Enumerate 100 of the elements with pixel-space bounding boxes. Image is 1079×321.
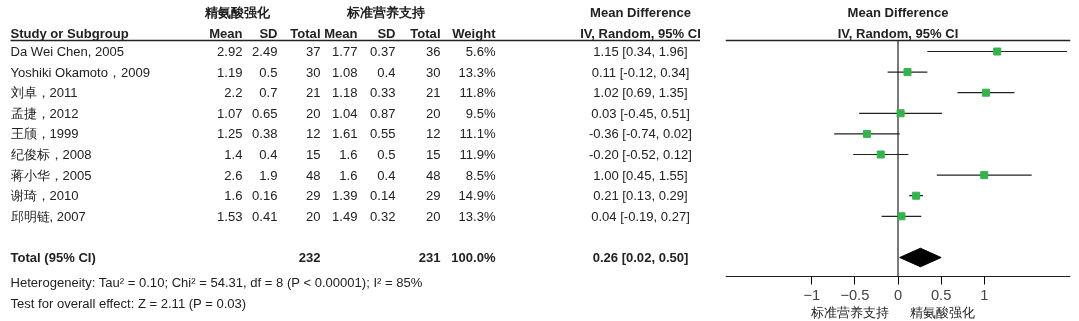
text: 20 xyxy=(425,105,441,121)
text: Test for overall effect: Z = 2.11 (P = 0.03) xyxy=(10,296,247,311)
category-label: Yoshiki Okamoto，2009 xyxy=(10,64,150,80)
text: 21 xyxy=(425,85,441,101)
text: 13.3% xyxy=(458,208,496,224)
text: 0.26 [0.02, 0.50] xyxy=(592,250,689,265)
text: 11.1% xyxy=(459,126,496,142)
text: 0.38 xyxy=(252,126,278,142)
text: 232 xyxy=(298,250,321,265)
text: Heterogeneity: Tau² = 0.10; Chi² = 54.31, df = 8 (P < 0.00001); I² = 85% xyxy=(10,275,423,290)
text: 1.6 xyxy=(339,147,358,162)
text: 0.7 xyxy=(259,85,278,101)
category-label: Total (95% CI) xyxy=(10,250,96,265)
text: 2.2 xyxy=(224,85,243,101)
text: 12 xyxy=(425,126,441,142)
text: 20 xyxy=(305,208,321,224)
text: 1.19 xyxy=(217,64,243,80)
x-tick-label: −0.5 xyxy=(840,286,870,303)
text: 1.6 xyxy=(339,167,358,183)
text: 2.6 xyxy=(224,167,243,183)
text: 精氨酸强化 xyxy=(204,5,271,20)
text: 13.3% xyxy=(458,64,496,80)
text: 1.61 xyxy=(332,126,358,142)
text: 30 xyxy=(425,64,441,80)
category-label: 谢琦，2010 xyxy=(10,188,79,204)
text: 0.87 xyxy=(370,105,396,121)
text: 1.53 xyxy=(217,208,243,224)
category-label: Da Wei Chen, 2005 xyxy=(10,44,125,59)
text: 29 xyxy=(305,188,321,204)
text: 精氨酸强化 xyxy=(910,305,976,320)
text: 48 xyxy=(305,167,321,183)
text: 1.77 xyxy=(332,44,358,59)
point xyxy=(862,129,871,138)
text: 0.03 [-0.45, 0.51] xyxy=(591,105,690,121)
text: 0.4 xyxy=(377,167,396,183)
category-label: IV, Random, 95% CI xyxy=(580,26,701,41)
text: 2.49 xyxy=(252,44,278,59)
category-label: 孟捷，2012 xyxy=(10,105,79,121)
point xyxy=(981,88,990,97)
text: 11.8% xyxy=(459,85,496,101)
category-label: 蒋小华，2005 xyxy=(10,167,92,183)
text: 2.92 xyxy=(217,44,243,59)
text: 0.55 xyxy=(370,126,396,142)
x-tick-label: 0.5 xyxy=(930,286,952,303)
text: 0.41 xyxy=(252,208,278,224)
text: 0.4 xyxy=(259,147,278,162)
text: 29 xyxy=(425,188,441,204)
text: 15 xyxy=(305,147,321,162)
text: -0.36 [-0.74, 0.02] xyxy=(589,126,692,142)
text: 0.37 xyxy=(370,44,396,59)
text: 1.49 xyxy=(332,208,358,224)
text: 231 xyxy=(418,250,441,265)
point xyxy=(903,68,912,77)
text: 12 xyxy=(305,126,321,142)
text: 1.4 xyxy=(224,147,243,162)
text: Mean Difference xyxy=(590,5,691,20)
text: 1.04 xyxy=(332,105,358,121)
text: 1.9 xyxy=(259,167,278,183)
text: 30 xyxy=(305,64,321,80)
text: 1.15 [0.34, 1.96] xyxy=(593,44,688,59)
text: 1.39 xyxy=(332,188,358,204)
point xyxy=(876,150,885,159)
x-tick-label: 1 xyxy=(980,286,989,303)
text: 48 xyxy=(425,167,441,183)
point xyxy=(912,191,921,200)
category-label: 刘卓，2011 xyxy=(10,85,78,101)
text: 0.21 [0.13, 0.29] xyxy=(593,188,688,204)
x-tick-label: 0 xyxy=(893,286,903,303)
text: 9.5% xyxy=(465,105,496,121)
text: 1.18 xyxy=(332,85,358,101)
text: 1.00 [0.45, 1.55] xyxy=(593,167,688,183)
x-tick-label: −1 xyxy=(803,286,821,303)
text: 37 xyxy=(305,44,321,59)
text: 36 xyxy=(425,44,441,59)
category-label: 邱明链, 2007 xyxy=(10,208,86,224)
point xyxy=(896,109,905,118)
text: 0.4 xyxy=(377,64,396,80)
text: 标准营养支持 xyxy=(809,305,889,320)
text: 8.5% xyxy=(465,167,496,183)
text: 0.65 xyxy=(252,105,278,121)
text: 1.08 xyxy=(332,64,358,80)
text: 14.9% xyxy=(458,188,496,204)
text: 0.32 xyxy=(370,208,396,224)
text: 1.25 xyxy=(217,126,243,142)
text: 20 xyxy=(425,208,441,224)
category-label: Total xyxy=(290,26,321,41)
category-label: Study or Subgroup xyxy=(10,26,129,41)
point xyxy=(980,171,989,180)
text: 1.6 xyxy=(224,188,243,204)
category-label: SD xyxy=(377,26,396,41)
category-label: Mean xyxy=(324,26,358,41)
point xyxy=(897,212,906,221)
chart-subtitle: IV, Random, 95% CI xyxy=(837,26,959,41)
text: 0.5 xyxy=(259,64,278,80)
text: 0.33 xyxy=(370,85,396,101)
text: 0.5 xyxy=(377,147,396,162)
chart-title: Mean Difference xyxy=(847,5,949,20)
category-label: 王颀，1999 xyxy=(10,126,79,142)
text: 15 xyxy=(425,147,441,162)
text: -0.20 [-0.52, 0.12] xyxy=(589,147,692,162)
